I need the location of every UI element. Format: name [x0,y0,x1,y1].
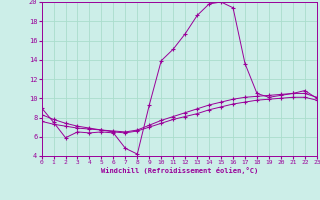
X-axis label: Windchill (Refroidissement éolien,°C): Windchill (Refroidissement éolien,°C) [100,167,258,174]
